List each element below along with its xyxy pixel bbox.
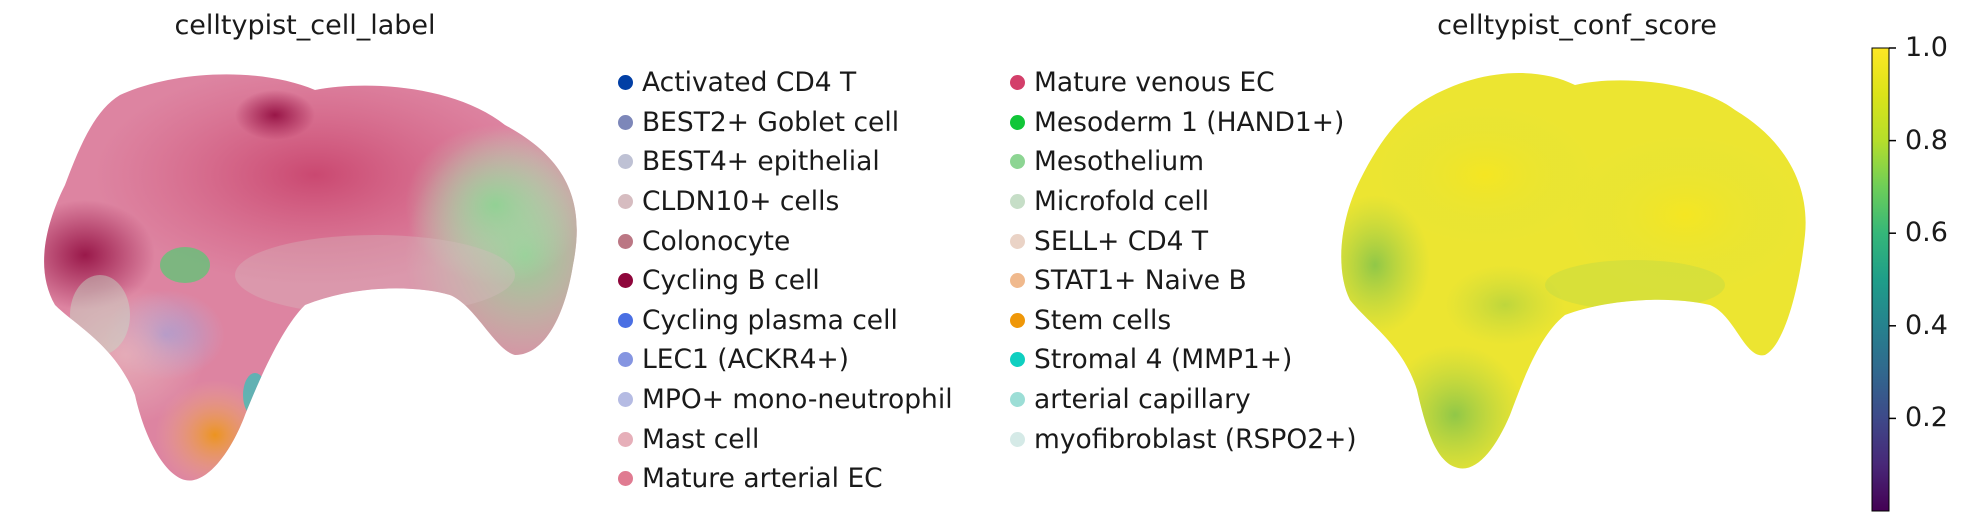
legend-marker (1010, 114, 1025, 130)
colorbar-tick-label: 0.4 (1905, 309, 1948, 341)
legend-label: Mesothelium (1034, 146, 1205, 178)
legend-marker (618, 471, 633, 487)
legend-item: Stem cells (1010, 301, 1357, 341)
legend-marker (618, 392, 633, 408)
right-plot-title: celltypist_conf_score (1437, 10, 1717, 41)
legend-item: BEST4+ epithelial (618, 142, 953, 182)
legend-marker (1010, 154, 1025, 170)
legend-item: Microfold cell (1010, 182, 1357, 222)
legend-marker (1010, 431, 1025, 447)
legend-item: Mesothelium (1010, 142, 1357, 182)
legend-label: myofibroblast (RSPO2+) (1034, 423, 1357, 455)
legend-marker (1010, 352, 1025, 368)
legend-label: Mesoderm 1 (HAND1+) (1034, 106, 1345, 138)
legend-item: Cycling plasma cell (618, 301, 953, 341)
colorbar-tick-label: 0.8 (1905, 124, 1948, 156)
legend-marker (618, 273, 633, 289)
legend-label: arterial capillary (1034, 384, 1251, 416)
legend-marker (618, 352, 633, 368)
legend-item: myofibroblast (RSPO2+) (1010, 419, 1357, 459)
legend-item: Mast cell (618, 419, 953, 459)
legend-item: BEST2+ Goblet cell (618, 103, 953, 143)
legend-marker (618, 114, 633, 130)
legend-label: Microfold cell (1034, 186, 1210, 218)
legend-label: Activated CD4 T (642, 67, 857, 99)
legend-item: MPO+ mono-neutrophil (618, 380, 953, 420)
legend-label: Mature arterial EC (642, 463, 883, 495)
legend-label: Stem cells (1034, 304, 1172, 336)
legend-item: Cycling B cell (618, 261, 953, 301)
legend-marker (618, 75, 633, 91)
legend-label: Mature venous EC (1034, 67, 1275, 99)
colorbar-tick-label: 1.0 (1905, 32, 1948, 63)
legend-marker (1010, 273, 1025, 289)
legend-item: Colonocyte (618, 221, 953, 261)
colorbar (1871, 47, 1896, 512)
legend-column-2: Mature venous EC Mesoderm 1 (HAND1+) Mesot… (1010, 63, 1357, 459)
legend-item: Mesoderm 1 (HAND1+) (1010, 103, 1357, 143)
legend-label: MPO+ mono-neutrophil (642, 384, 953, 416)
legend-label: Mast cell (642, 423, 760, 455)
legend-label: Stromal 4 (MMP1+) (1034, 344, 1293, 376)
conf-score-umap-scatter (1341, 72, 1806, 469)
legend-label: STAT1+ Naive B (1034, 265, 1247, 297)
legend-label: Colonocyte (642, 225, 791, 257)
colorbar-gradient (1871, 47, 1890, 512)
legend-marker (618, 233, 633, 249)
legend-item: STAT1+ Naive B (1010, 261, 1357, 301)
legend-marker (618, 312, 633, 328)
legend-label: Cycling B cell (642, 265, 820, 297)
cell-label-umap-scatter (44, 74, 577, 481)
legend-marker (618, 154, 633, 170)
legend-item: arterial capillary (1010, 380, 1357, 420)
legend-item: LEC1 (ACKR4+) (618, 340, 953, 380)
legend-column-1: Activated CD4 T BEST2+ Goblet cell BEST4+ … (618, 63, 953, 499)
colorbar-tick-label: 0.2 (1905, 402, 1948, 434)
legend-label: Cycling plasma cell (642, 304, 898, 336)
left-plot-title: celltypist_cell_label (174, 10, 436, 41)
legend-marker (618, 431, 633, 447)
legend-label: BEST4+ epithelial (642, 146, 880, 178)
legend-marker (1010, 312, 1025, 328)
legend-item: Mature arterial EC (618, 459, 953, 499)
legend-item: SELL+ CD4 T (1010, 221, 1357, 261)
legend-label: SELL+ CD4 T (1034, 225, 1209, 257)
legend-label: BEST2+ Goblet cell (642, 106, 900, 138)
legend-marker (1010, 392, 1025, 408)
legend-marker (1010, 75, 1025, 91)
legend-marker (618, 194, 633, 210)
legend-item: Activated CD4 T (618, 63, 953, 103)
colorbar-tick-label: 0.6 (1905, 217, 1948, 249)
legend-label: CLDN10+ cells (642, 186, 840, 218)
legend-item: CLDN10+ cells (618, 182, 953, 222)
legend-label: LEC1 (ACKR4+) (642, 344, 849, 376)
legend-item: Stromal 4 (MMP1+) (1010, 340, 1357, 380)
legend-item: Mature venous EC (1010, 63, 1357, 103)
legend-marker (1010, 233, 1025, 249)
legend-marker (1010, 194, 1025, 210)
